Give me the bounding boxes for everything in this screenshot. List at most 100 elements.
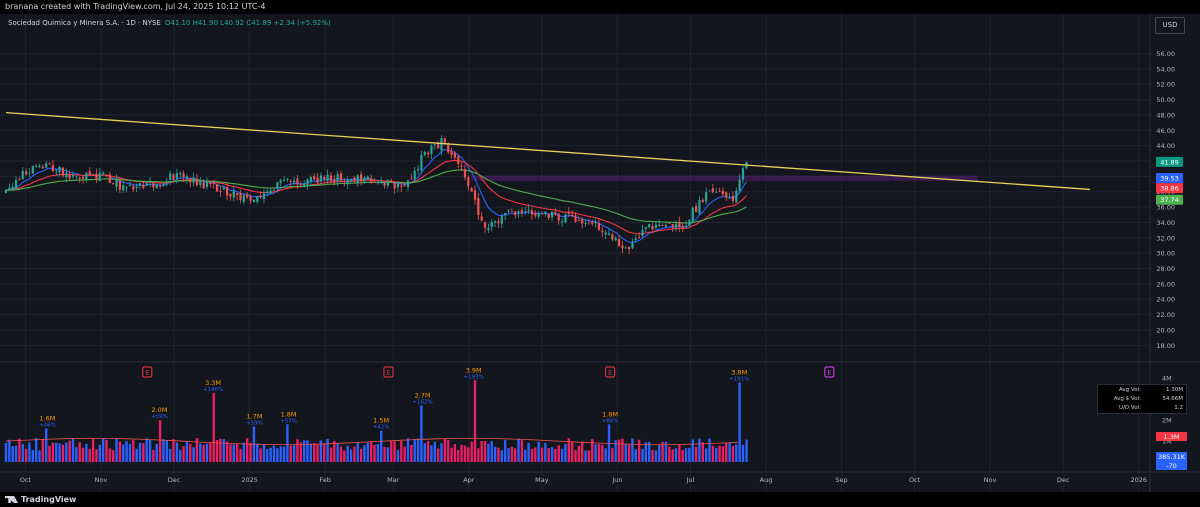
candle [540,211,544,215]
candle [587,218,590,225]
volume-bar [497,447,500,462]
candle [343,177,346,187]
candle [249,194,252,205]
candle-body [88,171,91,176]
volume-bar [256,443,259,462]
candle-body [507,210,510,212]
candle [45,160,48,169]
candle-body [437,142,440,149]
price-tick-label: 52.00 [1156,81,1175,89]
candle [678,216,681,233]
volume-bar [674,448,678,462]
candle [339,170,343,184]
volume-bar [122,444,125,462]
candle [517,209,520,219]
candle-body [728,197,731,199]
volume-bar [168,448,172,462]
candle [293,177,296,186]
volume-bar [637,439,641,462]
candle-body [155,184,158,189]
candle-body [591,222,594,224]
volume-bar [413,439,416,462]
volume-bar [731,445,735,462]
volume-bar [115,438,118,462]
candle-body [701,199,704,202]
candle [721,187,724,197]
volume-bar [175,442,179,462]
ema-mid-line [5,159,747,235]
time-tick-label: Mar [387,476,400,484]
candle [48,162,51,165]
candle [8,183,11,191]
volume-bar [617,439,621,462]
candle [138,183,142,190]
candle-body [162,184,165,186]
candle [360,171,363,186]
candle-body [346,179,349,185]
candle [179,171,182,179]
candle-body [735,190,738,203]
candle-body [98,172,101,182]
candle [564,212,567,224]
volume-bar [349,449,353,462]
candle [14,175,18,189]
volume-bar [262,444,266,462]
volume-peak-change: +193% [464,374,484,380]
volume-bar [299,442,302,462]
candle-body [85,172,88,180]
candle-body [222,187,225,190]
price-tick-label: 32.00 [1156,234,1175,242]
volume-bar [681,450,684,462]
candle [306,178,309,190]
candle-body [393,182,396,189]
candle [607,228,611,236]
volume-bar [493,446,497,462]
candle-body [118,180,121,191]
candle [403,183,406,187]
volume-bar [604,448,607,462]
candle [396,181,400,193]
chart-panel[interactable]: 56.0054.0052.0050.0048.0046.0044.0042.00… [0,14,1200,492]
volume-bar [246,438,249,462]
volume-bar [219,438,222,462]
volume-bar [333,440,336,462]
volume-bar [28,442,31,462]
candle [410,173,413,180]
candle [92,173,95,176]
candle-body [497,221,500,224]
volume-bar [269,447,272,462]
candle [644,226,647,233]
candle-body [473,190,477,200]
volume-current-value: 385.31K [1158,453,1186,461]
trendline [5,111,1091,191]
price-label-badge [1156,172,1183,183]
volume-bar [55,442,58,462]
volume-peak-change: +57% [280,418,297,424]
candle-body [21,170,24,180]
price-tick-label: 48.00 [1156,111,1175,119]
volume-bar [510,446,514,462]
candle-body [269,190,272,194]
candle [246,192,249,200]
currency-button[interactable]: USD [1155,17,1185,34]
earnings-marker [824,366,835,378]
volume-bar [329,447,333,462]
volume-stat-row: U/D Vol: 1.2 [1101,405,1183,413]
volume-bar [691,439,694,462]
candle-body [202,182,205,189]
volume-bar [463,445,467,462]
grid-lines [0,14,1200,492]
candle [128,180,132,187]
price-chart[interactable]: 56.0054.0052.0050.0048.0046.0044.0042.00… [0,14,1200,492]
candle [195,174,199,187]
candle [433,143,436,150]
candle-body [584,223,587,224]
candle [132,183,135,193]
volume-bar [369,440,373,462]
price-tick-label: 30.00 [1156,250,1175,258]
candle-body [540,213,544,215]
volume-bar [467,447,470,462]
candle-body [396,183,400,188]
candle [145,181,148,187]
candle [102,170,105,176]
